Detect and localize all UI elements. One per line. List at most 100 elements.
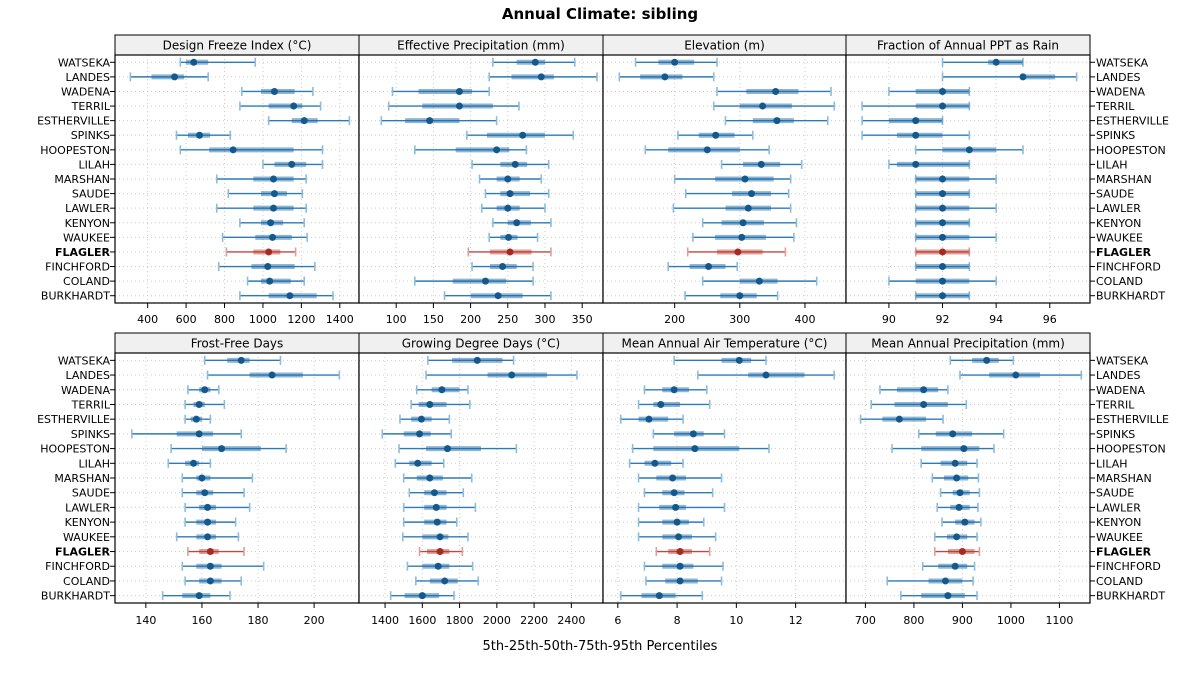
median-dot xyxy=(286,292,294,300)
percentile-row-marshan xyxy=(478,174,543,184)
percentile-row-waukee xyxy=(933,532,978,542)
site-label-right: SAUDE xyxy=(1096,487,1134,500)
percentile-row-saude xyxy=(227,189,304,199)
percentile-row-burkhardt xyxy=(684,291,779,301)
median-dot xyxy=(417,415,425,423)
percentile-row-finchford xyxy=(406,561,474,571)
percentiles-caption: 5th-25th-50th-75th-95th Percentiles xyxy=(482,639,718,654)
median-dot xyxy=(671,58,679,66)
percentile-row-landes xyxy=(425,370,578,380)
x-tick-label: 200 xyxy=(664,313,685,326)
median-dot xyxy=(736,292,744,300)
median-dot xyxy=(773,117,781,125)
median-dot xyxy=(941,577,949,585)
x-tick-label: 200 xyxy=(460,313,481,326)
percentile-row-finchford xyxy=(643,561,724,571)
percentile-row-wadena xyxy=(716,86,832,96)
percentile-row-hoopeston xyxy=(914,145,1024,155)
median-dot xyxy=(960,445,968,453)
percentile-row-lawler xyxy=(216,203,307,213)
median-dot xyxy=(531,58,539,66)
site-label-right: FLAGLER xyxy=(1096,246,1152,259)
median-dot xyxy=(912,131,920,139)
site-label-right: KENYON xyxy=(1096,516,1141,529)
percentile-row-waukee xyxy=(221,232,308,242)
percentile-row-lawler xyxy=(637,502,726,512)
site-label-right: FLAGLER xyxy=(1096,546,1152,559)
median-dot xyxy=(676,577,684,585)
median-dot xyxy=(953,533,961,541)
site-label-left: TERRIL xyxy=(71,100,111,113)
median-dot xyxy=(513,219,521,227)
percentile-row-terril xyxy=(712,101,836,111)
x-tick-label: 300 xyxy=(729,313,750,326)
percentile-row-estherville xyxy=(399,414,451,424)
median-dot xyxy=(762,371,770,379)
median-dot xyxy=(920,386,928,394)
site-label-left: WADENA xyxy=(61,384,110,397)
panel-strip-title: Growing Degree Days (°C) xyxy=(402,337,561,351)
median-dot xyxy=(204,518,212,526)
site-label-left: COLAND xyxy=(63,575,110,588)
median-dot xyxy=(436,548,444,556)
median-dot xyxy=(772,87,780,95)
percentile-rows xyxy=(380,57,598,301)
site-label-left: MARSHAN xyxy=(54,472,110,485)
x-tick-label: 2000 xyxy=(483,614,511,627)
percentile-row-marshan xyxy=(216,174,307,184)
median-dot xyxy=(455,87,463,95)
site-label-right: LANDES xyxy=(1096,369,1141,382)
median-dot xyxy=(506,248,514,256)
x-tick-label: 8 xyxy=(674,614,681,627)
median-dot xyxy=(418,592,426,600)
percentile-row-landes xyxy=(618,72,715,82)
median-dot xyxy=(195,592,203,600)
median-dot xyxy=(939,175,947,183)
percentile-row-watseka xyxy=(179,57,257,67)
percentile-row-coland xyxy=(886,576,974,586)
median-dot xyxy=(190,459,198,467)
percentile-row-kenyon xyxy=(184,517,237,527)
page-title: Annual Climate: sibling xyxy=(501,5,699,23)
site-label-right: LILAH xyxy=(1096,457,1128,470)
percentile-row-lawler xyxy=(914,203,997,213)
percentile-row-wadena xyxy=(241,86,314,96)
percentile-row-hoopeston xyxy=(398,444,518,454)
site-label-left: KENYON xyxy=(65,516,110,529)
x-axis: 400 600 800 1000 1200 1400 xyxy=(137,303,354,326)
median-dot xyxy=(269,233,277,241)
percentile-row-estherville xyxy=(184,414,212,424)
median-dot xyxy=(426,117,434,125)
percentile-row-landes xyxy=(129,72,209,82)
median-dot xyxy=(672,503,680,511)
site-label-right: BURKHARDT xyxy=(1096,590,1165,603)
site-label-left: FLAGLER xyxy=(55,246,111,259)
site-label-left: WATSEKA xyxy=(58,354,111,367)
median-dot xyxy=(676,548,684,556)
x-tick-label: 90 xyxy=(882,313,896,326)
site-label-right: COLAND xyxy=(1096,275,1143,288)
percentile-row-wadena xyxy=(879,385,949,395)
percentile-row-watseka xyxy=(427,355,515,365)
median-dot xyxy=(270,87,278,95)
median-dot xyxy=(430,489,438,497)
percentile-row-lawler xyxy=(402,502,477,512)
percentile-row-landes xyxy=(697,370,835,380)
panel-growing-degree-days-c: Growing Degree Days (°C) 1400 1600 1800 2000… xyxy=(358,332,604,627)
site-label-left: SAUDE xyxy=(72,487,110,500)
x-tick-label: 700 xyxy=(855,614,876,627)
percentile-row-burkhardt xyxy=(443,291,552,301)
site-label-right: COLAND xyxy=(1096,575,1143,588)
site-ticks xyxy=(110,61,115,297)
median-dot xyxy=(426,474,434,482)
site-label-right: BURKHARDT xyxy=(1096,290,1165,303)
median-dot xyxy=(670,386,678,394)
percentile-row-marshan xyxy=(931,473,980,483)
site-label-left: LANDES xyxy=(65,369,110,382)
percentile-row-burkhardt xyxy=(900,591,978,601)
median-dot xyxy=(675,533,683,541)
percentile-row-coland xyxy=(246,276,306,286)
median-dot xyxy=(735,356,743,364)
percentile-row-wadena xyxy=(888,86,971,96)
median-dot xyxy=(493,146,501,154)
